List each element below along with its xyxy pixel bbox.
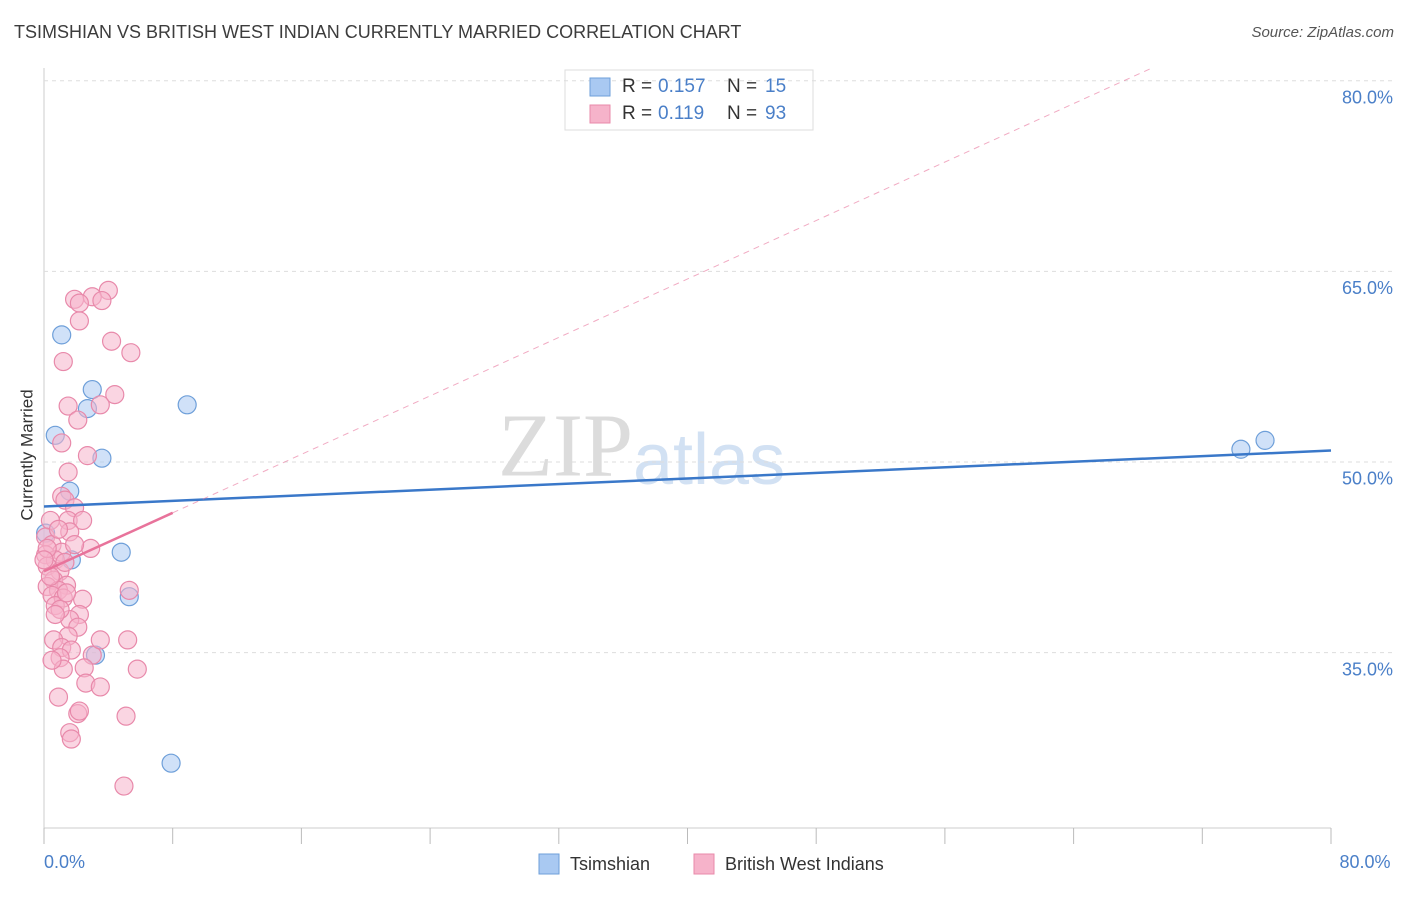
scatter-point (69, 311, 89, 331)
scatter-point (58, 396, 78, 416)
watermark: atlas (633, 420, 785, 500)
scatter-point (52, 325, 72, 345)
scatter-point (92, 290, 112, 311)
scatter-point (68, 410, 88, 430)
scatter-point (73, 510, 93, 531)
y-tick-label: 35.0% (1342, 659, 1393, 679)
stats-label: N = (727, 76, 757, 97)
trend-extension (172, 67, 1153, 514)
scatter-point (61, 729, 81, 749)
scatter-point (1255, 430, 1275, 450)
legend-swatch (589, 77, 611, 97)
scatter-point (48, 687, 69, 707)
stats-r: 0.157 (658, 76, 706, 97)
y-tick-label: 80.0% (1342, 87, 1393, 107)
scatter-point (45, 604, 65, 625)
source: Source: ZipAtlas.com (1251, 24, 1394, 41)
scatter-point (111, 542, 131, 562)
scatter-point (69, 293, 89, 313)
y-tick-label: 65.0% (1342, 278, 1393, 298)
stats-n: 93 (765, 103, 786, 124)
scatter-point (90, 395, 110, 415)
watermark: ZIP (498, 397, 633, 496)
stats-label: N = (727, 103, 757, 124)
scatter-point (101, 331, 122, 351)
scatter-point (127, 659, 147, 679)
scatter-point (52, 433, 72, 453)
scatter-point (121, 343, 141, 363)
scatter-point (105, 385, 125, 405)
legend-swatch (693, 853, 715, 875)
legend-label: British West Indians (725, 854, 884, 874)
legend-label: Tsimshian (570, 854, 650, 874)
stats-r: 0.119 (658, 103, 704, 124)
scatter-point (53, 351, 73, 372)
scatter-point (118, 630, 138, 650)
scatter-point (34, 550, 54, 570)
scatter-point (58, 462, 78, 482)
scatter-point (161, 753, 181, 773)
scatter-point (64, 534, 85, 555)
scatter-point (119, 580, 139, 600)
stats-n: 15 (765, 76, 786, 97)
scatter-point (42, 650, 62, 670)
scatter-point (116, 706, 136, 726)
scatter-point (90, 677, 110, 697)
legend-swatch (538, 853, 560, 875)
chart-title: TSIMSHIAN VS BRITISH WEST INDIAN CURRENT… (14, 22, 741, 42)
scatter-point (82, 379, 102, 400)
y-axis-label: Currently Married (17, 389, 36, 520)
scatter-point (69, 701, 89, 721)
scatter-point (48, 519, 69, 539)
scatter-point (90, 630, 110, 650)
stats-label: R = (622, 103, 652, 124)
y-tick-label: 50.0% (1342, 469, 1393, 489)
scatter-point (56, 583, 77, 603)
scatter-point (114, 776, 134, 796)
scatter-point (177, 395, 197, 415)
legend-swatch (589, 104, 611, 124)
x-tick-label: 0.0% (44, 852, 85, 872)
trend-line (43, 511, 174, 573)
scatter-point (77, 446, 98, 466)
trend-line (43, 449, 1332, 508)
x-tick-label: 80.0% (1339, 852, 1390, 872)
stats-label: R = (622, 76, 652, 97)
